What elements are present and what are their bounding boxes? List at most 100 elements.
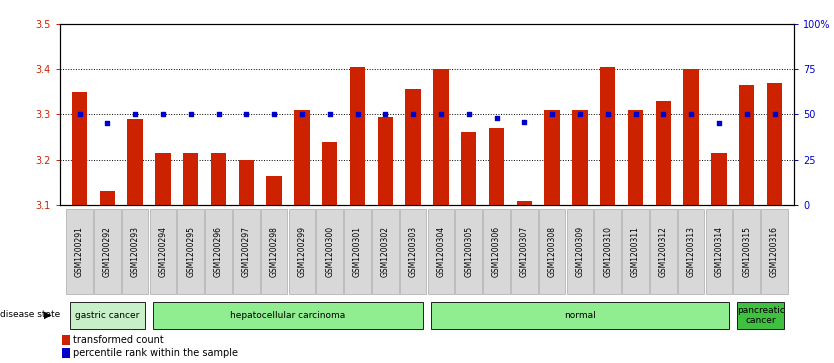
Text: GSM1200316: GSM1200316	[770, 226, 779, 277]
Point	[435, 111, 448, 117]
Bar	[600, 67, 615, 205]
Bar	[516, 200, 532, 205]
Point	[323, 111, 336, 117]
Bar	[183, 153, 198, 205]
Point	[629, 111, 642, 117]
Text: GSM1200309: GSM1200309	[575, 226, 585, 277]
Bar	[405, 89, 420, 205]
Bar	[683, 69, 699, 205]
Bar	[62, 335, 70, 345]
Bar	[766, 82, 782, 205]
FancyBboxPatch shape	[595, 209, 621, 294]
Bar	[739, 85, 754, 205]
FancyBboxPatch shape	[761, 209, 788, 294]
Text: transformed count: transformed count	[73, 335, 164, 345]
Text: GSM1200295: GSM1200295	[186, 226, 195, 277]
FancyBboxPatch shape	[153, 302, 423, 329]
FancyBboxPatch shape	[650, 209, 676, 294]
Text: normal: normal	[564, 311, 595, 320]
Text: GSM1200296: GSM1200296	[214, 226, 223, 277]
FancyBboxPatch shape	[678, 209, 705, 294]
FancyBboxPatch shape	[289, 209, 315, 294]
Text: GSM1200298: GSM1200298	[269, 226, 279, 277]
FancyBboxPatch shape	[483, 209, 510, 294]
Text: pancreatic
cancer: pancreatic cancer	[736, 306, 785, 325]
Point	[295, 111, 309, 117]
Text: GSM1200308: GSM1200308	[548, 226, 556, 277]
FancyBboxPatch shape	[399, 209, 426, 294]
Bar	[72, 91, 87, 205]
Point	[268, 111, 281, 117]
FancyBboxPatch shape	[122, 209, 148, 294]
Bar	[572, 110, 587, 205]
Text: gastric cancer: gastric cancer	[75, 311, 139, 320]
FancyBboxPatch shape	[431, 302, 729, 329]
Text: GSM1200292: GSM1200292	[103, 226, 112, 277]
Bar	[349, 67, 365, 205]
Point	[740, 111, 753, 117]
Text: percentile rank within the sample: percentile rank within the sample	[73, 348, 239, 358]
Point	[379, 111, 392, 117]
FancyBboxPatch shape	[428, 209, 455, 294]
FancyBboxPatch shape	[69, 302, 145, 329]
Bar	[322, 142, 337, 205]
Bar	[155, 153, 170, 205]
Text: GSM1200311: GSM1200311	[631, 226, 640, 277]
FancyBboxPatch shape	[205, 209, 232, 294]
FancyBboxPatch shape	[539, 209, 565, 294]
Text: GSM1200299: GSM1200299	[298, 226, 306, 277]
Point	[685, 111, 698, 117]
Text: GSM1200310: GSM1200310	[603, 226, 612, 277]
Text: GSM1200297: GSM1200297	[242, 226, 251, 277]
FancyBboxPatch shape	[178, 209, 204, 294]
Text: GSM1200312: GSM1200312	[659, 226, 668, 277]
Bar	[489, 128, 504, 205]
Point	[601, 111, 615, 117]
FancyBboxPatch shape	[233, 209, 259, 294]
Bar	[461, 132, 476, 205]
Point	[184, 111, 198, 117]
FancyBboxPatch shape	[733, 209, 760, 294]
Text: GSM1200293: GSM1200293	[131, 226, 139, 277]
Point	[712, 121, 726, 126]
Text: GSM1200307: GSM1200307	[520, 226, 529, 277]
Bar	[128, 119, 143, 205]
Point	[239, 111, 253, 117]
Text: GSM1200300: GSM1200300	[325, 226, 334, 277]
Point	[490, 115, 503, 121]
Text: GSM1200314: GSM1200314	[715, 226, 723, 277]
FancyBboxPatch shape	[511, 209, 538, 294]
Point	[101, 121, 114, 126]
Point	[518, 119, 531, 125]
Text: GSM1200315: GSM1200315	[742, 226, 751, 277]
Bar	[62, 348, 70, 358]
Bar	[99, 191, 115, 205]
Text: GSM1200301: GSM1200301	[353, 226, 362, 277]
FancyBboxPatch shape	[566, 209, 593, 294]
Point	[212, 111, 225, 117]
Point	[656, 111, 670, 117]
Point	[128, 111, 142, 117]
Bar	[433, 69, 449, 205]
FancyBboxPatch shape	[706, 209, 732, 294]
Text: GSM1200304: GSM1200304	[436, 226, 445, 277]
Bar	[211, 153, 226, 205]
FancyBboxPatch shape	[149, 209, 176, 294]
Bar	[378, 117, 393, 205]
Text: ▶: ▶	[44, 310, 52, 320]
Point	[462, 111, 475, 117]
FancyBboxPatch shape	[737, 302, 784, 329]
FancyBboxPatch shape	[66, 209, 93, 294]
Text: GSM1200303: GSM1200303	[409, 226, 418, 277]
Bar	[266, 176, 282, 205]
FancyBboxPatch shape	[94, 209, 121, 294]
Text: GSM1200294: GSM1200294	[158, 226, 168, 277]
Point	[156, 111, 169, 117]
Point	[573, 111, 586, 117]
FancyBboxPatch shape	[344, 209, 371, 294]
Text: hepatocellular carcinoma: hepatocellular carcinoma	[230, 311, 345, 320]
Text: GSM1200302: GSM1200302	[381, 226, 389, 277]
Point	[768, 111, 781, 117]
Bar	[628, 110, 643, 205]
FancyBboxPatch shape	[261, 209, 288, 294]
